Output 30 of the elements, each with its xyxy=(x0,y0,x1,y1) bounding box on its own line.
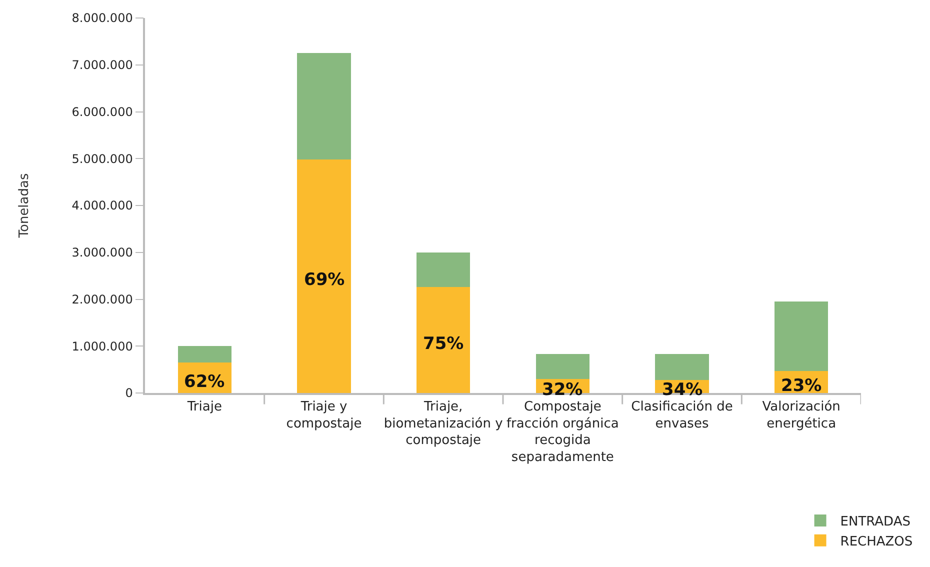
x-tick-label: Triaje xyxy=(186,399,222,414)
bar xyxy=(297,53,351,160)
bar xyxy=(774,302,828,371)
y-tick-label: 8.000.000 xyxy=(72,11,133,26)
legend-label: RECHAZOS xyxy=(840,534,913,550)
x-tick-label: Valorización energética xyxy=(762,399,840,432)
y-axis-title: Toneladas xyxy=(17,173,32,239)
x-tick-label: Triaje y compostaje xyxy=(286,399,362,432)
bar xyxy=(297,160,351,393)
x-tick-label: Clasificación de envases xyxy=(631,399,733,432)
x-tick-label: Triaje, biometanización y compostaje xyxy=(384,399,504,448)
y-tick-label: 2.000.000 xyxy=(72,292,133,306)
y-tick-label: 6.000.000 xyxy=(72,104,133,119)
bar xyxy=(655,354,709,380)
bar xyxy=(416,287,470,393)
bar xyxy=(178,346,232,363)
annotation: 75% xyxy=(423,334,464,354)
x-tick-label: Compostaje fracción orgánica recogida separadamente xyxy=(506,399,619,466)
y-tick-label: 5.000.000 xyxy=(72,152,133,166)
y-tick-label: 0 xyxy=(125,386,133,400)
annotation: 23% xyxy=(781,376,822,396)
y-tick-label: 1.000.000 xyxy=(72,339,133,354)
y-tick-label: 4.000.000 xyxy=(72,198,133,213)
annotation: 69% xyxy=(304,270,345,290)
y-tick-label: 7.000.000 xyxy=(72,58,133,72)
bar xyxy=(416,252,470,288)
y-tick-label: 3.000.000 xyxy=(72,246,133,260)
annotation: 62% xyxy=(184,372,225,392)
legend-label: ENTRADAS xyxy=(840,514,910,530)
bar xyxy=(536,354,590,379)
